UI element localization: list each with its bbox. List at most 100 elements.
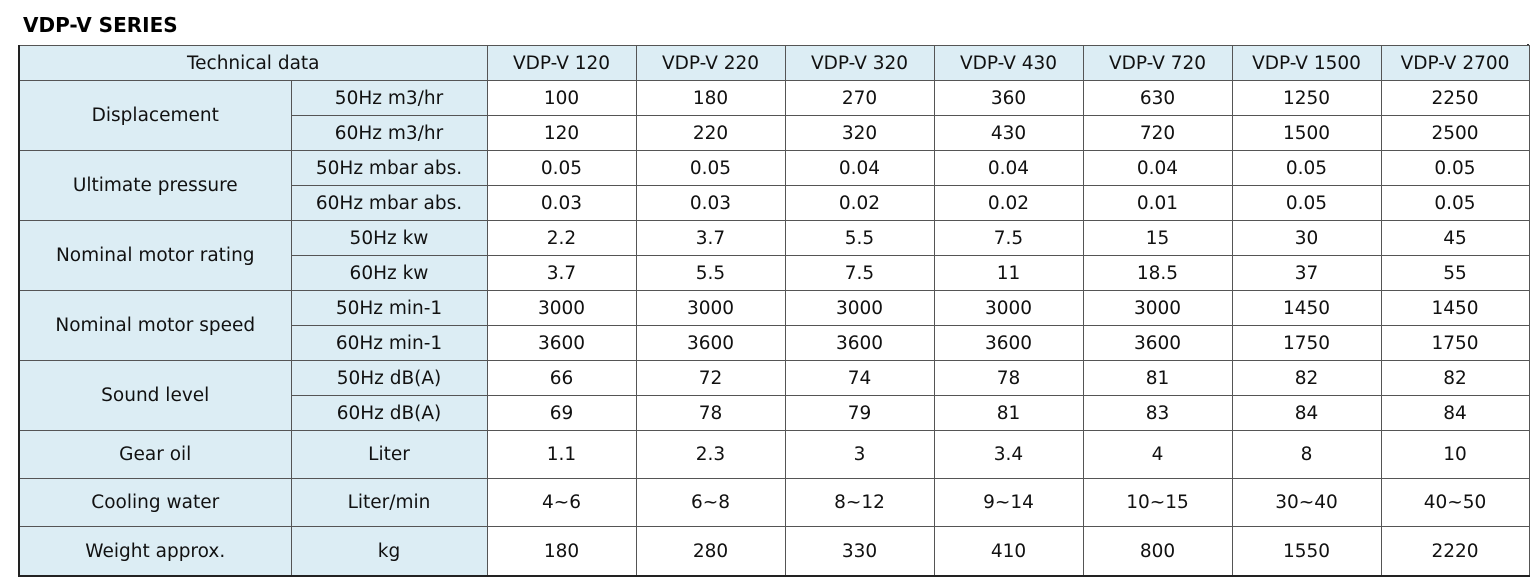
value-cell: 74	[784, 360, 935, 396]
table-row: 60Hz kw 3.7 5.5 7.5 11 18.5 37 55	[19, 255, 1530, 291]
value-cell: 3.7	[486, 255, 637, 291]
value-cell: 3	[784, 430, 935, 479]
value-cell: 82	[1231, 360, 1382, 396]
row-unit-label: Liter	[290, 430, 488, 479]
value-cell: 2220	[1380, 526, 1530, 577]
model-header: VDP-V 320	[784, 45, 935, 81]
value-cell: 1250	[1231, 80, 1382, 116]
value-cell: 3600	[784, 325, 935, 361]
value-cell: 8	[1231, 430, 1382, 479]
value-cell: 79	[784, 395, 935, 431]
value-cell: 2.3	[635, 430, 786, 479]
value-cell: 3.7	[635, 220, 786, 256]
value-cell: 1550	[1231, 526, 1382, 577]
model-header: VDP-V 2700	[1380, 45, 1530, 81]
table-row: Weight approx. kg 180 280 330 410 800 1550 2220	[18, 526, 1530, 577]
value-cell: 330	[784, 526, 935, 577]
row-unit-label: 60Hz m3/hr	[290, 115, 488, 151]
value-cell: 66	[486, 360, 637, 396]
row-group-label: Nominal motor speed	[18, 290, 292, 361]
value-cell: 2250	[1380, 80, 1530, 116]
value-cell: 1750	[1231, 325, 1382, 361]
table-row: Cooling water Liter/min 4~6 6~8 8~12 9~14 10~1…	[18, 478, 1530, 527]
value-cell: 10	[1380, 430, 1530, 479]
value-cell: 6~8	[635, 478, 786, 527]
value-cell: 72	[635, 360, 786, 396]
value-cell: 7.5	[784, 255, 935, 291]
value-cell: 1.1	[486, 430, 637, 479]
model-header: VDP-V 720	[1082, 45, 1233, 81]
model-header: VDP-V 430	[933, 45, 1084, 81]
table-row: 60Hz m3/hr 120 220 320 430 720 1500 2500	[19, 115, 1530, 151]
value-cell: 410	[933, 526, 1084, 577]
table-row: Sound level 50Hz dB(A) 66 72 74 78 81 82 82	[18, 360, 1530, 431]
value-cell: 8~12	[784, 478, 935, 527]
value-cell: 10~15	[1082, 478, 1233, 527]
model-header: VDP-V 220	[635, 45, 786, 81]
value-cell: 30~40	[1231, 478, 1382, 527]
value-cell: 0.04	[784, 150, 935, 186]
value-cell: 120	[486, 115, 637, 151]
value-cell: 55	[1380, 255, 1530, 291]
table-row: Nominal motor speed 50Hz min-1 3000 3000 300…	[18, 290, 1530, 361]
value-cell: 0.01	[1082, 185, 1233, 221]
value-cell: 78	[635, 395, 786, 431]
row-group-label: Nominal motor rating	[18, 220, 292, 291]
table-header-row: Technical data VDP-V 120 VDP-V 220 VDP-V 32…	[18, 45, 1530, 81]
header-technical-data: Technical data	[18, 45, 488, 81]
row-group-label: Gear oil	[18, 430, 292, 479]
value-cell: 40~50	[1380, 478, 1530, 527]
value-cell: 0.05	[1231, 185, 1382, 221]
value-cell: 84	[1231, 395, 1382, 431]
page-title: VDP-V SERIES	[23, 13, 178, 37]
value-cell: 37	[1231, 255, 1382, 291]
value-cell: 11	[933, 255, 1084, 291]
value-cell: 180	[486, 526, 637, 577]
value-cell: 1450	[1380, 290, 1530, 326]
value-cell: 3600	[933, 325, 1084, 361]
table-row: Gear oil Liter 1.1 2.3 3 3.4 4 8 10	[18, 430, 1530, 479]
value-cell: 3600	[635, 325, 786, 361]
value-cell: 18.5	[1082, 255, 1233, 291]
value-cell: 84	[1380, 395, 1530, 431]
value-cell: 3000	[486, 290, 637, 326]
model-header: VDP-V 120	[486, 45, 637, 81]
value-cell: 81	[1082, 360, 1233, 396]
row-group-label: Displacement	[18, 80, 292, 151]
value-cell: 3000	[635, 290, 786, 326]
value-cell: 81	[933, 395, 1084, 431]
value-cell: 3000	[784, 290, 935, 326]
value-cell: 78	[933, 360, 1084, 396]
value-cell: 1750	[1380, 325, 1530, 361]
value-cell: 1450	[1231, 290, 1382, 326]
value-cell: 3600	[486, 325, 637, 361]
value-cell: 630	[1082, 80, 1233, 116]
value-cell: 0.02	[784, 185, 935, 221]
value-cell: 2.2	[486, 220, 637, 256]
value-cell: 2500	[1380, 115, 1530, 151]
value-cell: 7.5	[933, 220, 1084, 256]
value-cell: 430	[933, 115, 1084, 151]
value-cell: 220	[635, 115, 786, 151]
value-cell: 3.4	[933, 430, 1084, 479]
row-unit-label: 50Hz dB(A)	[290, 360, 488, 396]
row-unit-label: 50Hz min-1	[290, 290, 488, 326]
value-cell: 0.05	[1380, 150, 1530, 186]
row-unit-label: 60Hz min-1	[290, 325, 488, 361]
row-group-label: Sound level	[18, 360, 292, 431]
value-cell: 30	[1231, 220, 1382, 256]
value-cell: 5.5	[784, 220, 935, 256]
value-cell: 280	[635, 526, 786, 577]
value-cell: 800	[1082, 526, 1233, 577]
table-row: Ultimate pressure 50Hz mbar abs. 0.05 0.05 0…	[18, 150, 1530, 221]
row-unit-label: 50Hz mbar abs.	[290, 150, 488, 186]
value-cell: 82	[1380, 360, 1530, 396]
value-cell: 45	[1380, 220, 1530, 256]
value-cell: 5.5	[635, 255, 786, 291]
value-cell: 83	[1082, 395, 1233, 431]
value-cell: 0.05	[486, 150, 637, 186]
row-group-label: Ultimate pressure	[18, 150, 292, 221]
value-cell: 0.04	[1082, 150, 1233, 186]
row-unit-label: kg	[290, 526, 488, 577]
value-cell: 0.05	[635, 150, 786, 186]
